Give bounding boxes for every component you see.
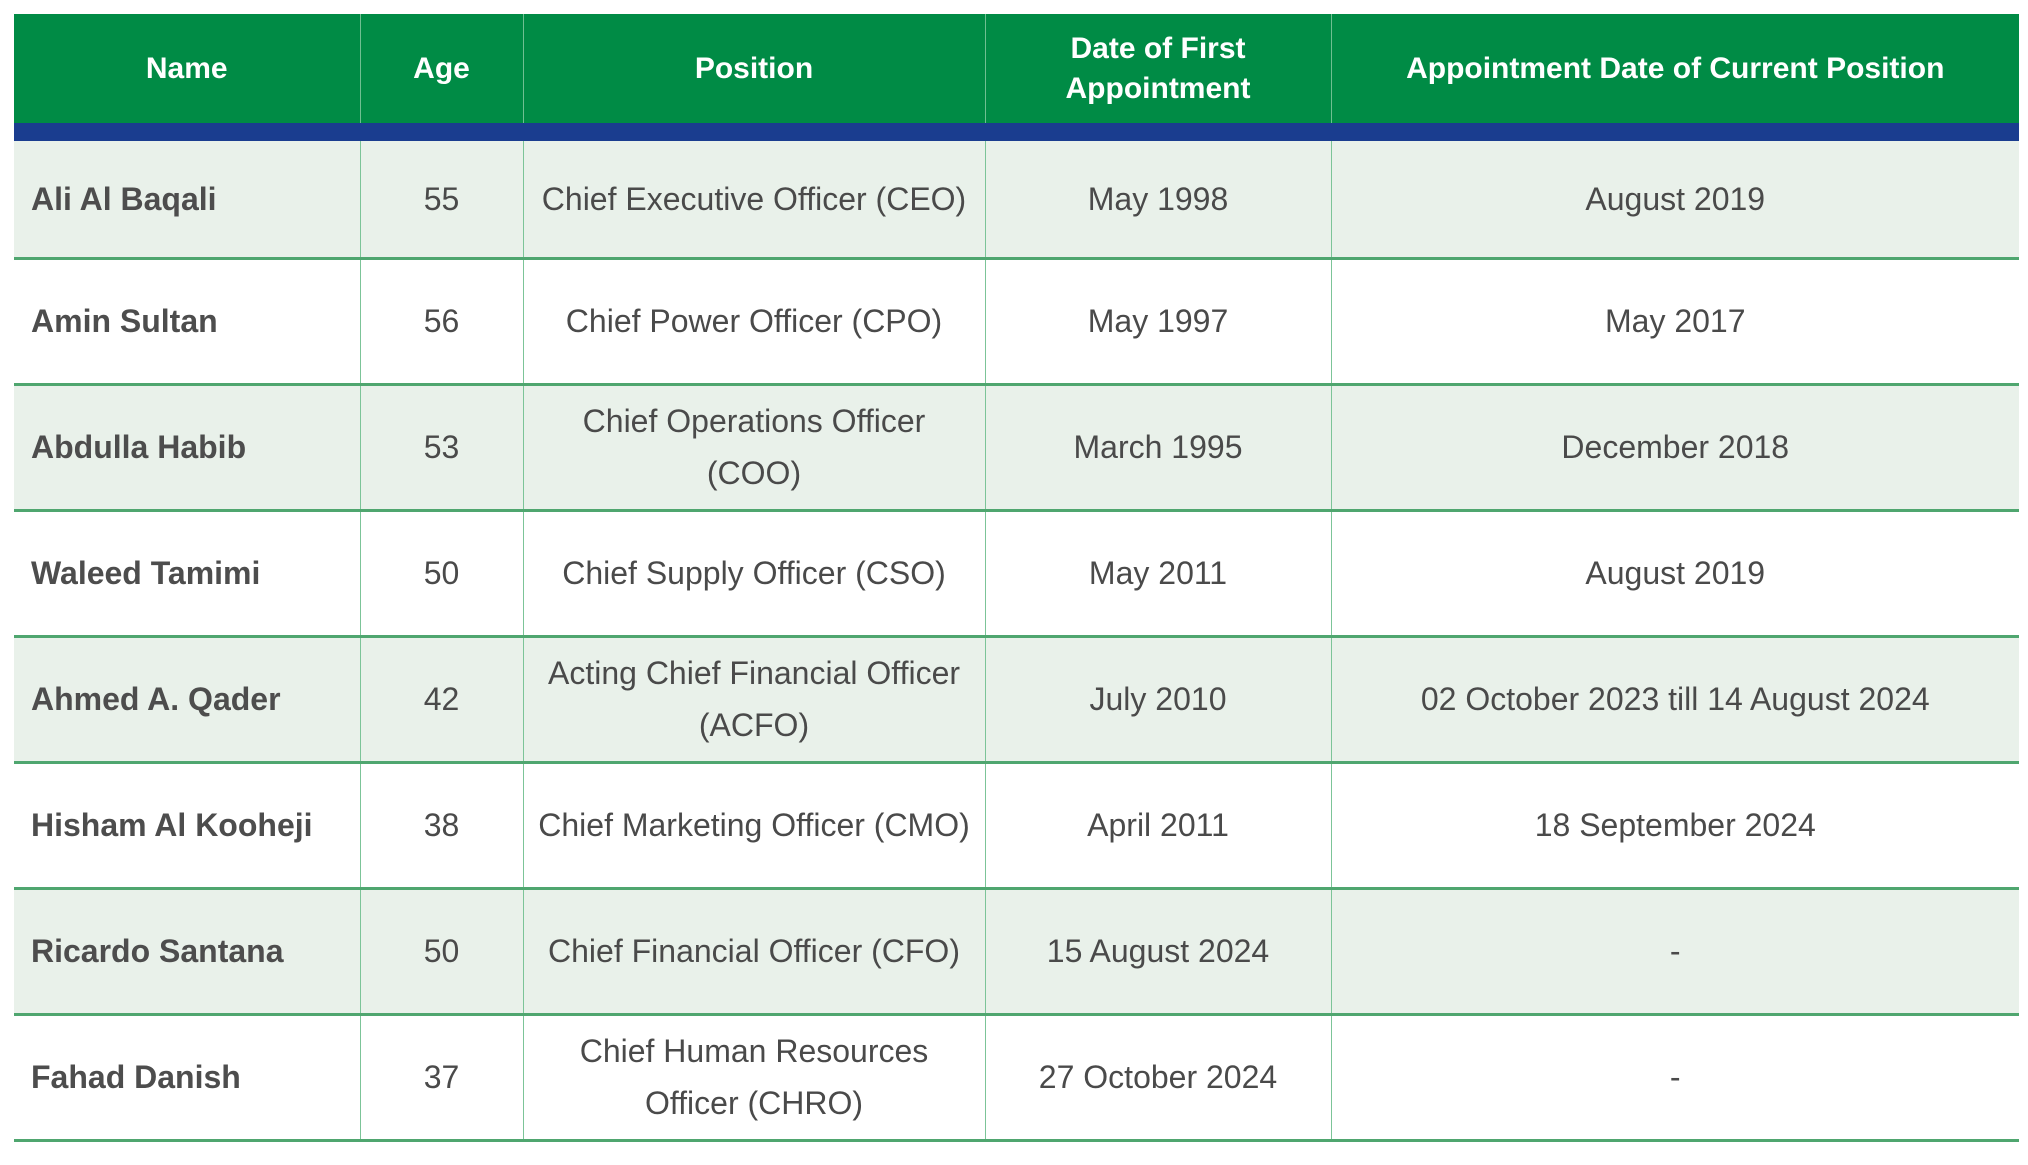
cell-position: Chief Supply Officer (CSO) — [522, 510, 986, 638]
cell-age: 55 — [359, 132, 524, 260]
cell-current-appointment: 02 October 2023 till 14 August 2024 — [1330, 636, 2019, 764]
cell-age: 38 — [359, 762, 524, 890]
header-age: Age — [359, 14, 524, 141]
cell-current-appointment: - — [1330, 888, 2019, 1016]
table-row: Hisham Al Kooheji 38 Chief Marketing Off… — [14, 762, 2019, 890]
cell-position: Chief Marketing Officer (CMO) — [522, 762, 986, 890]
table-row: Amin Sultan 56 Chief Power Officer (CPO)… — [14, 258, 2019, 386]
table-header: Name Age Position Date of First Appointm… — [14, 14, 2019, 141]
table-body: Ali Al Baqali 55 Chief Executive Officer… — [14, 132, 2019, 1142]
table-row: Ahmed A. Qader 42 Acting Chief Financial… — [14, 636, 2019, 764]
cell-name: Ali Al Baqali — [14, 132, 361, 260]
cell-position: Chief Financial Officer (CFO) — [522, 888, 986, 1016]
cell-name: Amin Sultan — [14, 258, 361, 386]
cell-name: Ahmed A. Qader — [14, 636, 361, 764]
cell-age: 37 — [359, 1014, 524, 1142]
cell-age: 53 — [359, 384, 524, 512]
cell-current-appointment: May 2017 — [1330, 258, 2019, 386]
executive-management-table: Name Age Position Date of First Appointm… — [14, 14, 2019, 1142]
cell-position: Chief Power Officer (CPO) — [522, 258, 986, 386]
cell-position: Chief Operations Officer (COO) — [522, 384, 986, 512]
executives-table: Name Age Position Date of First Appointm… — [14, 14, 2019, 1142]
cell-current-appointment: - — [1330, 1014, 2019, 1142]
header-name: Name — [14, 14, 361, 141]
cell-current-appointment: 18 September 2024 — [1330, 762, 2019, 890]
header-appointment-date-current-position: Appointment Date of Current Position — [1330, 14, 2019, 141]
cell-position: Acting Chief Financial Officer (ACFO) — [522, 636, 986, 764]
header-position: Position — [522, 14, 986, 141]
cell-first-appointment: May 1997 — [984, 258, 1332, 386]
cell-position: Chief Human Resources Officer (CHRO) — [522, 1014, 986, 1142]
cell-age: 56 — [359, 258, 524, 386]
cell-name: Fahad Danish — [14, 1014, 361, 1142]
cell-first-appointment: 27 October 2024 — [984, 1014, 1332, 1142]
cell-name: Abdulla Habib — [14, 384, 361, 512]
table-row: Ali Al Baqali 55 Chief Executive Officer… — [14, 132, 2019, 260]
cell-age: 50 — [359, 510, 524, 638]
table-row: Fahad Danish 37 Chief Human Resources Of… — [14, 1014, 2019, 1142]
cell-current-appointment: August 2019 — [1330, 510, 2019, 638]
cell-first-appointment: May 2011 — [984, 510, 1332, 638]
cell-name: Ricardo Santana — [14, 888, 361, 1016]
cell-first-appointment: July 2010 — [984, 636, 1332, 764]
cell-position: Chief Executive Officer (CEO) — [522, 132, 986, 260]
table-row: Waleed Tamimi 50 Chief Supply Officer (C… — [14, 510, 2019, 638]
header-row: Name Age Position Date of First Appointm… — [14, 14, 2019, 141]
table-row: Ricardo Santana 50 Chief Financial Offic… — [14, 888, 2019, 1016]
header-date-first-appointment: Date of First Appointment — [984, 14, 1332, 141]
cell-age: 50 — [359, 888, 524, 1016]
cell-first-appointment: March 1995 — [984, 384, 1332, 512]
cell-current-appointment: August 2019 — [1330, 132, 2019, 260]
cell-first-appointment: May 1998 — [984, 132, 1332, 260]
table-row: Abdulla Habib 53 Chief Operations Office… — [14, 384, 2019, 512]
cell-first-appointment: April 2011 — [984, 762, 1332, 890]
cell-name: Hisham Al Kooheji — [14, 762, 361, 890]
cell-current-appointment: December 2018 — [1330, 384, 2019, 512]
cell-name: Waleed Tamimi — [14, 510, 361, 638]
cell-age: 42 — [359, 636, 524, 764]
cell-first-appointment: 15 August 2024 — [984, 888, 1332, 1016]
